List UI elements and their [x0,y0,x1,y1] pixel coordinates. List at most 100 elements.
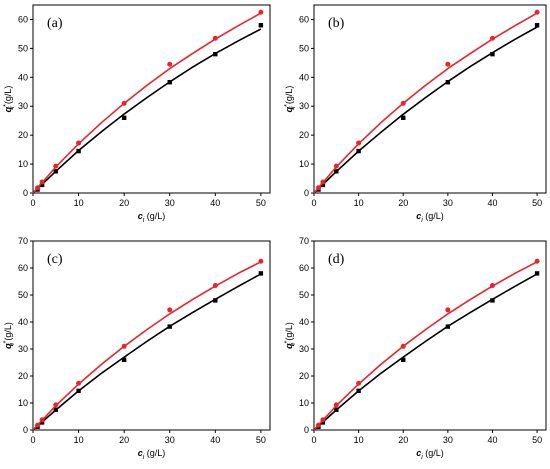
data-point-square [121,115,127,120]
data-point-square [213,298,218,303]
y-tick-label: 40 [299,72,309,82]
data-point-square [121,357,127,362]
y-tick-label: 20 [18,130,28,140]
data-point-circle [315,422,321,428]
y-tick-label: 0 [304,425,309,435]
fit-curve-series-1 [313,273,538,431]
data-point-circle [489,283,495,289]
y-tick-label: 70 [299,236,309,246]
data-point-circle [167,61,173,67]
data-point-square [490,298,495,303]
data-point-square [320,420,326,425]
data-point-square [53,407,58,412]
data-point-square [39,182,45,188]
y-tick-label: 40 [18,72,28,82]
y-tick-label: 50 [299,290,309,300]
x-axis-unit: (g/L) [423,448,444,458]
y-tick-label: 50 [18,43,28,53]
data-point-circle [489,35,495,41]
fit-curve-series-2 [313,12,538,194]
y-tick-label: 60 [18,14,28,24]
data-point-circle [400,343,406,349]
x-axis-subscript: i [421,454,423,461]
data-point-square [490,51,495,57]
data-point-circle [39,417,45,423]
data-point-circle [445,307,451,313]
x-tick-label: 30 [165,198,175,208]
y-axis-superscript: * [3,340,10,343]
plot-frame [32,4,271,194]
y-tick-label: 50 [18,290,28,300]
data-point-square [334,169,339,174]
data-point-circle [258,258,264,264]
x-axis-unit: (g/L) [423,211,444,221]
x-axis-title: ci (g/L) [416,448,444,461]
x-axis-title: ci (g/L) [416,211,444,224]
data-point-circle [445,61,451,67]
x-axis-symbol: c [416,211,421,221]
data-point-square [356,148,361,154]
y-tick-label: 20 [299,130,309,140]
data-point-square [445,324,451,329]
x-axis-title: ci (g/L) [138,448,166,461]
data-point-circle [167,307,173,313]
data-point-circle [212,283,218,289]
x-tick-label: 50 [532,198,542,208]
y-axis-symbol: q [3,106,13,112]
x-tick-label: 20 [398,198,408,208]
data-point-circle [53,402,59,408]
panel-label: (c) [47,252,63,267]
data-point-circle [534,9,540,15]
fit-curve-series-1 [313,26,538,194]
data-point-square [534,271,540,276]
y-axis-unit: (g/L) [3,86,13,107]
panel-label: (b) [328,16,345,31]
x-axis-subscript: i [421,217,423,224]
x-tick-label: 30 [443,198,453,208]
x-axis-unit: (g/L) [144,448,165,458]
data-point-circle [315,185,321,191]
y-tick-label: 40 [299,317,309,327]
x-tick-label: 20 [119,435,129,445]
data-point-circle [400,100,406,106]
x-axis-symbol: c [416,448,421,458]
y-tick-label: 0 [304,188,309,198]
data-point-square [320,182,326,188]
x-axis-title: ci (g/L) [138,211,166,224]
panel-label: (d) [328,252,345,267]
y-axis-unit: (g/L) [284,86,294,107]
data-point-square [258,271,264,276]
y-tick-label: 30 [299,101,309,111]
y-axis-symbol: q [284,106,294,112]
fit-curve-series-2 [32,12,262,194]
x-tick-label: 0 [311,198,316,208]
fit-curve-series-1 [32,28,262,194]
plot-frame [32,240,271,431]
x-tick-label: 40 [487,435,497,445]
data-point-circle [76,380,82,386]
data-point-circle [320,417,326,423]
x-tick-label: 20 [398,435,408,445]
data-point-square [334,407,339,412]
y-axis-subscript: i [290,106,297,108]
data-point-circle [212,35,218,41]
y-tick-label: 50 [299,43,309,53]
x-tick-label: 40 [210,198,220,208]
x-tick-label: 10 [354,198,364,208]
x-tick-label: 10 [354,435,364,445]
data-point-square [76,388,81,394]
y-tick-label: 30 [18,101,28,111]
fit-curve-series-2 [313,261,538,431]
data-point-square [167,80,172,85]
data-point-circle [356,380,362,386]
fit-curve-series-2 [32,261,262,431]
y-tick-label: 20 [18,371,28,381]
x-tick-label: 50 [532,435,542,445]
data-point-circle [121,343,127,349]
x-tick-label: 0 [30,435,35,445]
data-point-square [534,23,540,28]
plot-frame [313,4,547,194]
